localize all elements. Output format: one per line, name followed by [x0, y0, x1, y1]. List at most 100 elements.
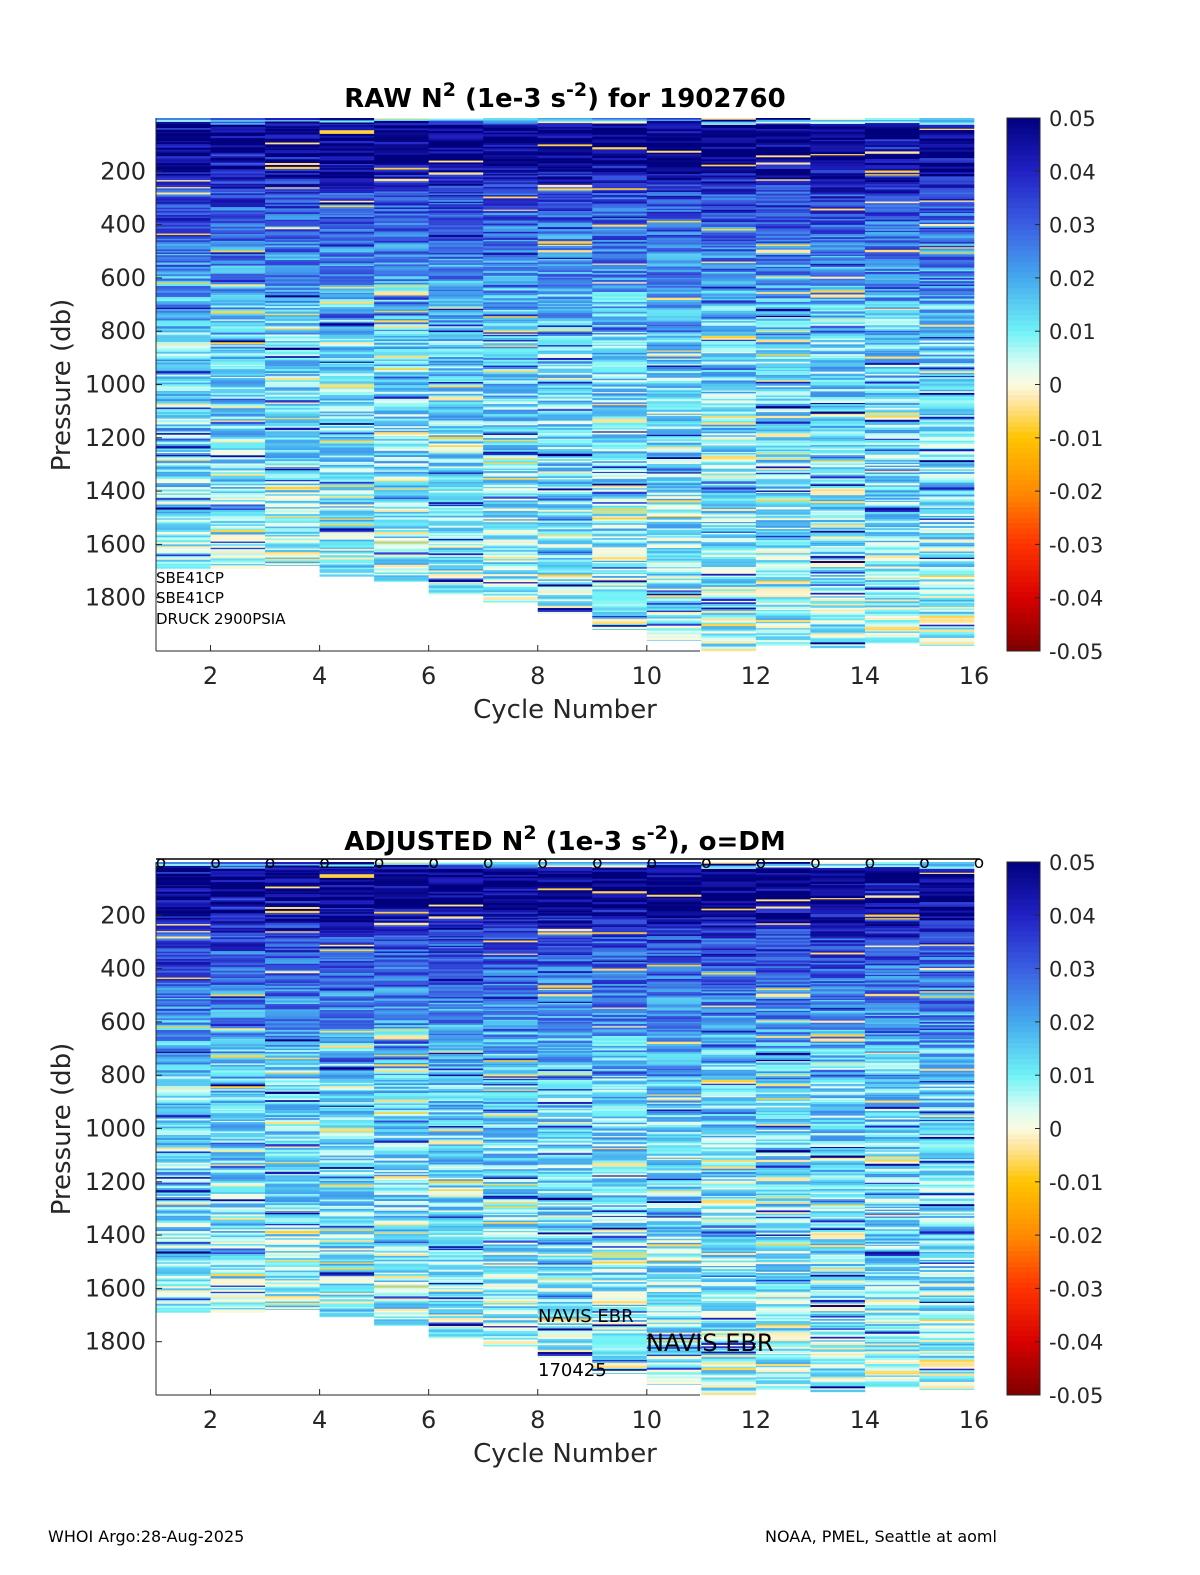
adjusted-n2-cell	[210, 1242, 266, 1245]
raw-n2-cell	[428, 360, 484, 363]
raw-n2-cell	[428, 298, 484, 302]
raw-n2-cell	[701, 283, 757, 285]
raw-n2-cell	[592, 326, 648, 329]
raw-n2-cell	[592, 565, 648, 568]
raw-n2-cell	[483, 323, 539, 327]
adjusted-n2-cell	[210, 1127, 266, 1131]
raw-n2-cell	[919, 394, 975, 397]
raw-n2-cell	[592, 577, 648, 580]
adjusted-n2-cell	[156, 946, 211, 949]
raw-n2-cell	[864, 407, 920, 410]
raw-n2-cell	[319, 342, 375, 345]
raw-n2-cell	[428, 319, 484, 321]
raw-n2-cell	[592, 166, 648, 169]
raw-n2-cell	[537, 299, 593, 302]
raw-n2-cell	[919, 223, 975, 227]
raw-n2-cell	[864, 313, 920, 316]
raw-n2-cell	[265, 454, 320, 457]
raw-n2-cell	[755, 494, 811, 497]
adjusted-n2-cell	[210, 960, 266, 962]
raw-n2-cell	[646, 119, 702, 122]
adjusted-n2-cell	[156, 1213, 211, 1217]
adjusted-n2-cell	[210, 1223, 266, 1226]
raw-n2-cell	[755, 508, 811, 510]
raw-n2-cell	[864, 494, 920, 497]
raw-n2-cell	[592, 488, 648, 490]
raw-n2-cell	[156, 428, 211, 430]
raw-n2-cell	[210, 128, 266, 131]
raw-n2-cell	[701, 589, 757, 592]
raw-n2-cell	[265, 518, 320, 521]
raw-n2-cell	[810, 358, 866, 361]
raw-n2-cell	[210, 332, 266, 335]
raw-n2-cell	[156, 292, 211, 295]
adjusted-n2-cell	[156, 1085, 211, 1088]
raw-n2-cell	[919, 519, 975, 523]
raw-n2-cell	[864, 514, 920, 516]
raw-colorbar-swatch	[1007, 288, 1040, 295]
raw-n2-cell	[374, 579, 429, 581]
adjusted-n2-cell	[156, 1172, 211, 1174]
raw-n2-cell	[810, 214, 866, 217]
raw-n2-cell	[810, 448, 866, 451]
raw-n2-cell	[483, 210, 539, 214]
raw-n2-cell	[919, 277, 975, 280]
raw-n2-cell	[646, 251, 702, 254]
raw-n2-cell	[537, 225, 593, 228]
raw-n2-cell	[646, 448, 702, 451]
raw-n2-cell	[592, 523, 648, 526]
raw-n2-cell	[592, 241, 648, 244]
raw-n2-cell	[755, 585, 811, 587]
raw-n2-cell	[428, 354, 484, 357]
adjusted-n2-cell	[156, 931, 211, 933]
raw-n2-cell	[265, 506, 320, 510]
raw-n2-cell	[537, 238, 593, 242]
raw-n2-cell	[319, 428, 375, 431]
raw-n2-cell	[810, 305, 866, 309]
raw-n2-cell	[592, 230, 648, 233]
adjusted-n2-cell	[156, 947, 211, 950]
raw-n2-cell	[210, 313, 266, 316]
raw-n2-cell	[374, 430, 429, 433]
raw-n2-cell	[919, 398, 975, 401]
raw-n2-cell	[156, 415, 211, 418]
raw-n2-cell	[210, 465, 266, 469]
raw-n2-cell	[156, 371, 211, 374]
raw-n2-cell	[265, 136, 320, 140]
raw-n2-cell	[919, 366, 975, 368]
raw-n2-cell	[428, 459, 484, 461]
adjusted-n2-cell	[156, 1024, 211, 1027]
raw-n2-cell	[919, 214, 975, 217]
raw-n2-cell	[156, 284, 211, 287]
adjusted-n2-cell	[156, 1135, 211, 1137]
raw-n2-cell	[374, 181, 429, 184]
raw-n2-cell	[810, 356, 866, 359]
raw-n2-cell	[592, 288, 648, 291]
raw-colorbar-swatch	[1007, 325, 1040, 332]
raw-n2-cell	[210, 328, 266, 331]
raw-n2-cell	[864, 362, 920, 366]
raw-n2-cell	[646, 537, 702, 540]
raw-n2-cell	[210, 203, 266, 206]
adjusted-n2-cell	[210, 1076, 266, 1079]
raw-n2-cell	[701, 513, 757, 516]
raw-n2-cell	[919, 211, 975, 214]
raw-n2-cell	[428, 190, 484, 193]
raw-n2-cell	[701, 426, 757, 429]
raw-n2-cell	[374, 342, 429, 346]
raw-n2-cell	[319, 525, 375, 528]
raw-n2-cell	[810, 274, 866, 276]
adjusted-n2-cell	[156, 1010, 211, 1013]
raw-n2-cell	[374, 344, 429, 347]
raw-colorbar-swatch	[1007, 139, 1040, 146]
raw-n2-cell	[919, 613, 975, 617]
raw-n2-cell	[919, 189, 975, 191]
adjusted-n2-cell	[210, 878, 266, 881]
raw-n2-cell	[319, 183, 375, 187]
raw-n2-cell	[646, 468, 702, 471]
adjusted-n2-cell	[210, 1291, 266, 1294]
raw-n2-cell	[919, 401, 975, 404]
raw-n2-cell	[537, 554, 593, 557]
adjusted-n2-cell	[156, 1120, 211, 1124]
raw-n2-cell	[319, 340, 375, 343]
